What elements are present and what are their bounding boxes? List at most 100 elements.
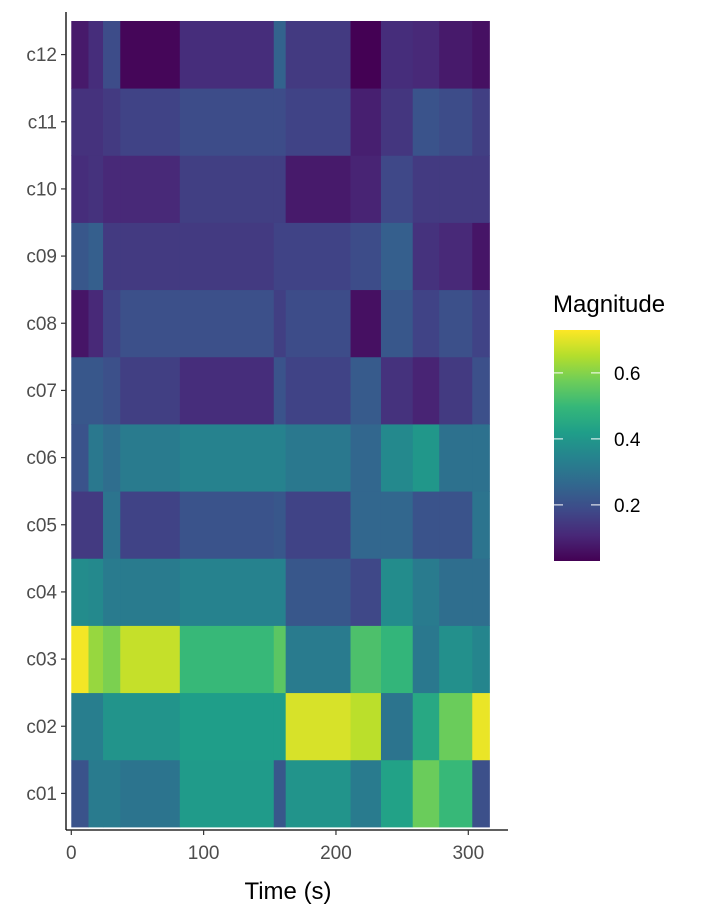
heatmap-cell-c01-1 (88, 759, 104, 828)
heatmap-cell-c10-0 (71, 155, 89, 223)
heatmap-cell-c01-11 (472, 759, 490, 828)
heatmap-cell-c01-3 (120, 759, 181, 828)
heatmap-cell-c02-5 (273, 692, 287, 761)
heatmap-cell-c09-2 (103, 222, 121, 291)
heatmap-cell-c08-9 (412, 289, 440, 358)
heatmap-cells (71, 21, 490, 828)
legend-tick-label-1: 0.4 (614, 430, 641, 451)
heatmap-cell-c02-11 (472, 692, 490, 761)
heatmap-cell-c02-3 (120, 692, 181, 761)
heatmap-cell-c06-5 (273, 424, 287, 492)
heatmap-cell-c01-0 (71, 759, 89, 828)
heatmap-cell-c08-5 (273, 289, 287, 358)
heatmap-cell-c01-10 (439, 759, 473, 828)
heatmap-cell-c06-7 (350, 424, 382, 492)
heatmap-cell-c06-10 (439, 424, 473, 492)
heatmap-cell-c01-4 (179, 759, 275, 828)
heatmap-cell-c12-2 (103, 21, 121, 89)
heatmap-cell-c02-7 (350, 692, 382, 761)
heatmap-cell-c10-9 (412, 155, 440, 223)
heatmap-cell-c08-4 (179, 289, 275, 358)
heatmap-cell-c03-1 (88, 625, 104, 694)
heatmap-cell-c05-7 (350, 491, 382, 559)
heatmap-cell-c02-8 (380, 692, 414, 761)
heatmap-cell-c12-0 (71, 21, 89, 89)
heatmap-cell-c04-11 (472, 558, 490, 626)
heatmap-cell-c06-3 (120, 424, 181, 492)
heatmap-cell-c11-9 (412, 88, 440, 156)
heatmap-cell-c08-6 (285, 289, 351, 358)
heatmap-cell-c02-0 (71, 692, 89, 761)
heatmap-cell-c12-10 (439, 21, 473, 89)
heatmap-cell-c03-2 (103, 625, 121, 694)
heatmap-cell-c05-3 (120, 491, 181, 559)
heatmap-cell-c03-9 (412, 625, 440, 694)
y-tick-label-c07: c07 (26, 381, 57, 402)
heatmap-cell-c07-9 (412, 356, 440, 425)
heatmap-cell-c06-0 (71, 424, 89, 492)
y-tick-label-c06: c06 (26, 448, 57, 469)
heatmap-cell-c04-8 (380, 558, 414, 626)
heatmap-cell-c03-5 (273, 625, 287, 694)
heatmap-cell-c11-11 (472, 88, 490, 156)
heatmap-cell-c02-4 (179, 692, 275, 761)
heatmap-cell-c07-6 (285, 356, 351, 425)
heatmap-cell-c05-1 (88, 491, 104, 559)
heatmap-cell-c04-7 (350, 558, 382, 626)
x-tick-label-200: 200 (320, 843, 352, 864)
heatmap-cell-c02-10 (439, 692, 473, 761)
legend-colorbar (554, 330, 600, 561)
heatmap-cell-c04-6 (285, 558, 351, 626)
heatmap-cell-c09-3 (120, 222, 181, 291)
heatmap-cell-c01-2 (103, 759, 121, 828)
heatmap-cell-c09-1 (88, 222, 104, 291)
heatmap-cell-c12-4 (179, 21, 275, 89)
heatmap-cell-c04-5 (273, 558, 287, 626)
y-tick-label-c12: c12 (26, 45, 57, 66)
legend-ticks: 0.2 0.4 0.6 (554, 364, 641, 517)
legend-tick-label-2: 0.6 (614, 364, 640, 385)
heatmap-cell-c12-6 (285, 21, 351, 89)
heatmap-cell-c12-9 (412, 21, 440, 89)
heatmap-cell-c04-2 (103, 558, 121, 626)
legend-tick-label-0: 0.2 (614, 496, 640, 517)
heatmap-cell-c05-6 (285, 491, 351, 559)
heatmap-cell-c03-11 (472, 625, 490, 694)
heatmap-cell-c03-6 (285, 625, 351, 694)
y-tick-label-c02: c02 (26, 717, 57, 738)
heatmap-cell-c08-8 (380, 289, 414, 358)
heatmap-cell-c11-7 (350, 88, 382, 156)
heatmap-cell-c10-3 (120, 155, 181, 223)
heatmap-cell-c10-8 (380, 155, 414, 223)
x-axis: 0 100 200 300 (66, 829, 508, 864)
x-tick-label-300: 300 (452, 843, 484, 864)
heatmap-cell-c05-2 (103, 491, 121, 559)
heatmap-cell-c08-2 (103, 289, 121, 358)
heatmap-cell-c11-0 (71, 88, 89, 156)
heatmap-cell-c11-4 (179, 88, 275, 156)
x-axis-title: Time (s) (244, 878, 331, 905)
heatmap-cell-c02-1 (88, 692, 104, 761)
heatmap-cell-c01-5 (273, 759, 287, 828)
heatmap-cell-c10-4 (179, 155, 275, 223)
x-tick-label-0: 0 (66, 843, 77, 864)
heatmap-cell-c11-8 (380, 88, 414, 156)
heatmap-cell-c12-7 (350, 21, 382, 89)
heatmap-cell-c07-4 (179, 356, 275, 425)
y-tick-label-c10: c10 (26, 179, 57, 200)
heatmap-cell-c07-10 (439, 356, 473, 425)
heatmap-cell-c06-8 (380, 424, 414, 492)
heatmap-cell-c09-6 (285, 222, 351, 291)
heatmap-cell-c01-7 (350, 759, 382, 828)
heatmap-cell-c03-7 (350, 625, 382, 694)
y-tick-label-c01: c01 (26, 784, 57, 805)
heatmap-cell-c09-11 (472, 222, 490, 291)
y-tick-label-c04: c04 (26, 582, 57, 603)
heatmap-cell-c07-11 (472, 356, 490, 425)
heatmap-cell-c01-8 (380, 759, 414, 828)
heatmap-cell-c06-11 (472, 424, 490, 492)
heatmap-cell-c11-5 (273, 88, 287, 156)
heatmap-cell-c02-9 (412, 692, 440, 761)
heatmap-cell-c07-7 (350, 356, 382, 425)
